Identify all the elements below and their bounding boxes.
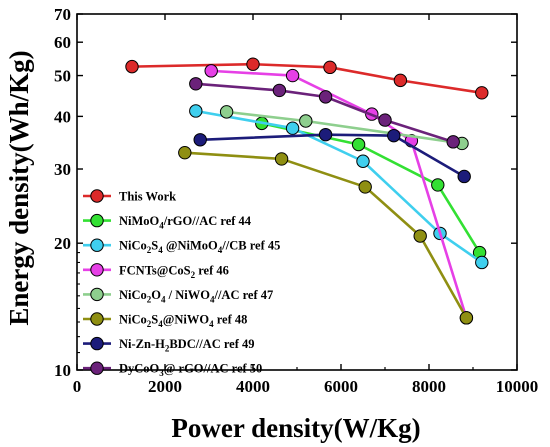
data-point [285, 121, 300, 135]
legend-swatch-marker [90, 263, 104, 277]
x-tick-label: 6000 [324, 377, 358, 396]
x-tick-label: 2000 [148, 377, 182, 396]
y-axis-title: Energy density(Wh/Kg) [4, 50, 34, 325]
series-7 [189, 77, 460, 149]
data-point [351, 137, 366, 152]
series-line [261, 122, 481, 254]
legend-label: NiCo2S4 @NiMoO4//CB ref 45 [119, 239, 280, 256]
y-tick-label: 20 [54, 234, 71, 253]
data-point [457, 169, 471, 184]
y-tick-label: 50 [54, 67, 71, 86]
data-point [285, 68, 300, 83]
y-tick-label: 40 [54, 107, 71, 126]
axis-ticks: 0 2000 4000 6000 8000 10000 10 20 30 40 50 60 70 [54, 5, 538, 396]
data-point [189, 104, 203, 118]
data-point [125, 59, 139, 74]
legend-swatch-marker [90, 189, 104, 203]
y-tick-label: 10 [54, 361, 71, 380]
legend: This Work NiMoO4/rGO//AC ref 44 NiCo2S4 @N… [83, 189, 280, 379]
legend-swatch-marker [90, 361, 104, 375]
legend-label: DyCoO3@ rGO//AC ref 50 [119, 362, 262, 379]
legend-item: FCNTs@CoS2 ref 46 [83, 263, 229, 280]
series-line [200, 133, 465, 178]
data-point [378, 113, 392, 127]
x-tick-label: 8000 [412, 377, 446, 396]
legend-swatch-marker [90, 312, 104, 326]
data-point [299, 114, 313, 128]
x-tick-label: 10000 [496, 377, 539, 396]
legend-label: NiCo2S4@NiWO4 ref 48 [119, 313, 247, 330]
series-5 [178, 145, 474, 325]
data-point [358, 180, 372, 194]
data-point [431, 178, 445, 192]
series-line [211, 69, 468, 319]
y-tick-label: 70 [54, 5, 71, 24]
series-0 [125, 57, 489, 100]
legend-label: Ni-Zn-H2BDC//AC ref 49 [119, 337, 255, 354]
data-point [475, 255, 489, 270]
y-tick-label: 30 [54, 160, 71, 179]
legend-swatch-marker [90, 213, 104, 228]
legend-label: NiMoO4/rGO//AC ref 44 [119, 214, 252, 231]
data-point [189, 77, 203, 91]
legend-swatch-marker [90, 336, 104, 351]
legend-item: NiMoO4/rGO//AC ref 44 [83, 213, 252, 231]
data-point [272, 83, 287, 98]
data-point [413, 229, 427, 243]
data-point [446, 135, 460, 149]
series-layer [125, 57, 489, 325]
x-tick-label: 0 [73, 377, 82, 396]
legend-label: FCNTs@CoS2 ref 46 [119, 263, 229, 280]
data-point [393, 73, 408, 88]
data-point [246, 57, 260, 71]
series-6 [193, 127, 471, 184]
data-point [387, 128, 401, 143]
data-point [318, 90, 333, 104]
series-2 [189, 104, 489, 270]
data-point [459, 311, 474, 325]
x-tick-label: 4000 [236, 377, 270, 396]
legend-item: DyCoO3@ rGO//AC ref 50 [83, 361, 262, 379]
legend-item: Ni-Zn-H2BDC//AC ref 49 [83, 336, 255, 354]
legend-label: This Work [119, 190, 176, 204]
data-point [356, 154, 370, 168]
legend-swatch-marker [90, 238, 104, 252]
legend-item: NiCo2S4@NiWO4 ref 48 [83, 312, 247, 330]
data-point [219, 105, 234, 119]
legend-swatch-marker [90, 287, 104, 302]
legend-item: NiCo2O4 / NiWO4//AC ref 47 [83, 287, 273, 305]
x-axis-title: Power density(W/Kg) [171, 413, 420, 443]
legend-item: This Work [83, 189, 176, 204]
series-line [131, 62, 482, 95]
series-3 [204, 64, 474, 325]
data-point [475, 86, 489, 100]
data-point [274, 152, 289, 166]
data-point [323, 60, 337, 75]
series-4 [219, 105, 469, 151]
legend-item: NiCo2S4 @NiMoO4//CB ref 45 [83, 238, 280, 256]
data-point [318, 127, 333, 142]
data-point [193, 133, 207, 147]
legend-label: NiCo2O4 / NiWO4//AC ref 47 [119, 288, 273, 305]
data-point [204, 64, 218, 78]
data-point [178, 145, 192, 160]
y-tick-label: 60 [54, 33, 71, 52]
